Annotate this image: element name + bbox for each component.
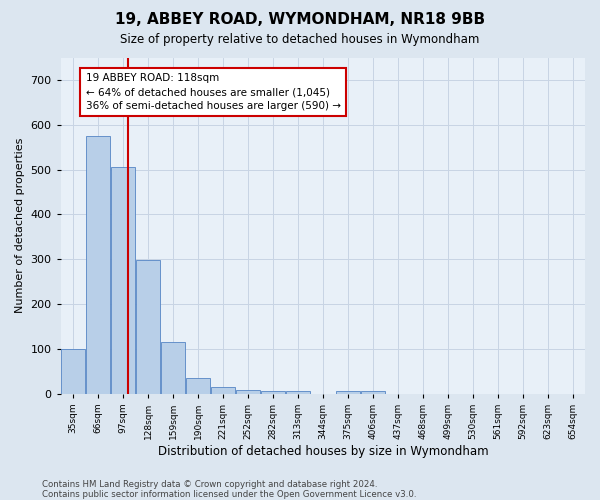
Bar — [211, 387, 235, 394]
Bar — [111, 168, 135, 394]
Text: Contains public sector information licensed under the Open Government Licence v3: Contains public sector information licen… — [42, 490, 416, 499]
Bar — [136, 260, 160, 394]
Bar — [361, 392, 385, 394]
Text: 19 ABBEY ROAD: 118sqm
← 64% of detached houses are smaller (1,045)
36% of semi-d: 19 ABBEY ROAD: 118sqm ← 64% of detached … — [86, 73, 341, 111]
Y-axis label: Number of detached properties: Number of detached properties — [15, 138, 25, 313]
Bar — [161, 342, 185, 394]
Text: Size of property relative to detached houses in Wymondham: Size of property relative to detached ho… — [121, 32, 479, 46]
Bar — [261, 392, 285, 394]
Text: Contains HM Land Registry data © Crown copyright and database right 2024.: Contains HM Land Registry data © Crown c… — [42, 480, 377, 489]
Bar — [86, 136, 110, 394]
X-axis label: Distribution of detached houses by size in Wymondham: Distribution of detached houses by size … — [158, 444, 488, 458]
Bar — [335, 392, 360, 394]
Bar — [61, 348, 85, 394]
Bar — [186, 378, 210, 394]
Bar — [286, 392, 310, 394]
Text: 19, ABBEY ROAD, WYMONDHAM, NR18 9BB: 19, ABBEY ROAD, WYMONDHAM, NR18 9BB — [115, 12, 485, 28]
Bar — [236, 390, 260, 394]
